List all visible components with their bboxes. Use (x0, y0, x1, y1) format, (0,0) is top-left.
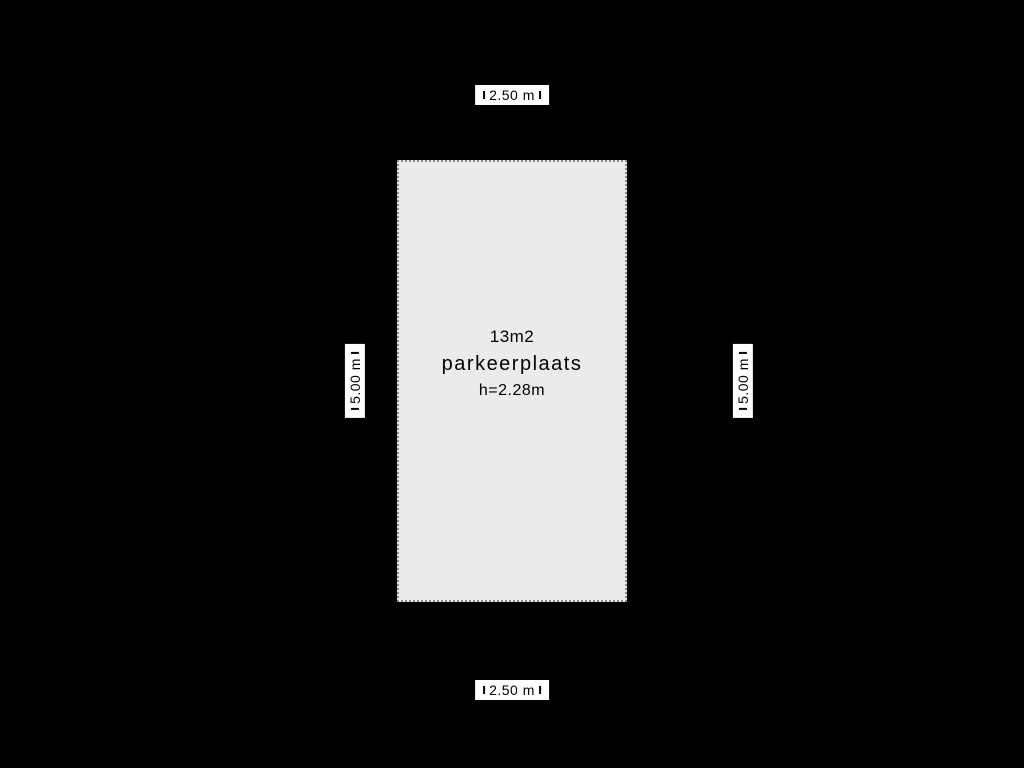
name-label: parkeerplaats (442, 353, 583, 376)
dimension-top-text: 2.50 m (489, 87, 535, 103)
tick-icon (539, 91, 541, 99)
tick-icon (351, 408, 359, 410)
dimension-left: 5.00 m (345, 344, 365, 418)
height-label: h=2.28m (479, 382, 545, 400)
dimension-top: 2.50 m (475, 85, 549, 105)
area-label: 13m2 (490, 327, 535, 347)
dimension-left-text: 5.00 m (347, 358, 363, 404)
tick-icon (739, 408, 747, 410)
tick-icon (539, 686, 541, 694)
dimension-right-text: 5.00 m (735, 358, 751, 404)
box-label-group: 13m2 parkeerplaats h=2.28m (399, 327, 625, 400)
tick-icon (483, 91, 485, 99)
tick-icon (351, 352, 359, 354)
dimension-bottom-text: 2.50 m (489, 682, 535, 698)
dimension-bottom: 2.50 m (475, 680, 549, 700)
tick-icon (739, 352, 747, 354)
dimension-right: 5.00 m (733, 344, 753, 418)
parking-space-box: 13m2 parkeerplaats h=2.28m (397, 160, 627, 602)
tick-icon (483, 686, 485, 694)
